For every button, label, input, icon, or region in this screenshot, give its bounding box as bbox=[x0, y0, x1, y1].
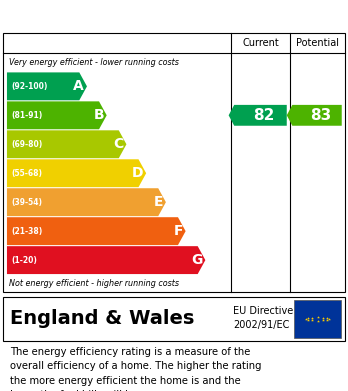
Text: B: B bbox=[93, 108, 104, 122]
Polygon shape bbox=[7, 246, 205, 274]
Text: Energy Efficiency Rating: Energy Efficiency Rating bbox=[9, 7, 219, 23]
Polygon shape bbox=[287, 105, 342, 126]
Text: England & Wales: England & Wales bbox=[10, 310, 195, 328]
Text: F: F bbox=[173, 224, 183, 238]
Text: Very energy efficient - lower running costs: Very energy efficient - lower running co… bbox=[9, 58, 179, 67]
Text: C: C bbox=[113, 137, 124, 151]
Text: Current: Current bbox=[242, 38, 279, 48]
Text: A: A bbox=[73, 79, 84, 93]
Text: (39-54): (39-54) bbox=[11, 198, 42, 207]
Text: (81-91): (81-91) bbox=[11, 111, 42, 120]
Polygon shape bbox=[7, 72, 87, 100]
Text: The energy efficiency rating is a measure of the
overall efficiency of a home. T: The energy efficiency rating is a measur… bbox=[10, 347, 262, 391]
Polygon shape bbox=[7, 217, 185, 245]
Text: (92-100): (92-100) bbox=[11, 82, 48, 91]
Text: (21-38): (21-38) bbox=[11, 227, 42, 236]
Polygon shape bbox=[229, 105, 287, 126]
Text: Not energy efficient - higher running costs: Not energy efficient - higher running co… bbox=[9, 279, 179, 288]
Text: (1-20): (1-20) bbox=[11, 256, 37, 265]
Text: EU Directive
2002/91/EC: EU Directive 2002/91/EC bbox=[233, 306, 293, 330]
Text: Potential: Potential bbox=[295, 38, 339, 48]
Text: 83: 83 bbox=[310, 108, 331, 123]
Text: G: G bbox=[191, 253, 203, 267]
Bar bbox=[294, 300, 341, 338]
Text: E: E bbox=[153, 195, 163, 209]
Text: (69-80): (69-80) bbox=[11, 140, 42, 149]
Text: (55-68): (55-68) bbox=[11, 169, 42, 178]
Polygon shape bbox=[7, 101, 107, 129]
Polygon shape bbox=[7, 188, 166, 216]
Text: 82: 82 bbox=[253, 108, 275, 123]
Text: D: D bbox=[132, 166, 143, 180]
Polygon shape bbox=[7, 130, 126, 158]
Polygon shape bbox=[7, 159, 146, 187]
